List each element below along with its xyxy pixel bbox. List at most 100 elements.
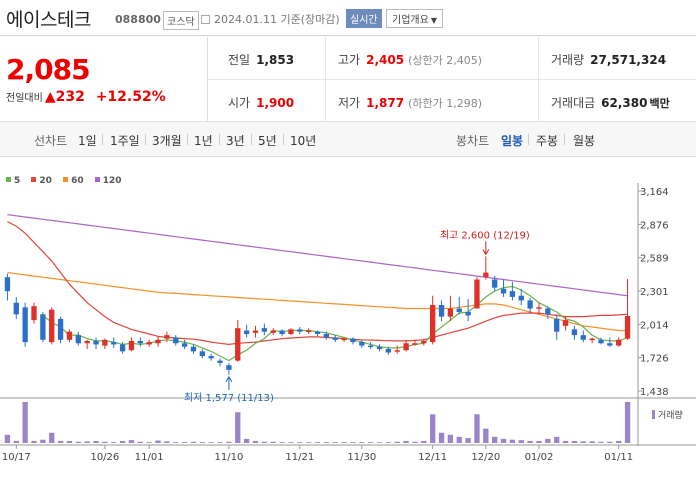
candle-body bbox=[261, 328, 268, 332]
candle-body bbox=[84, 340, 90, 344]
candle-body bbox=[173, 337, 179, 344]
volume-bar bbox=[57, 440, 64, 443]
candle-body bbox=[500, 288, 507, 294]
x-tick-label: 12/20 bbox=[471, 452, 500, 463]
candle-body bbox=[607, 343, 613, 346]
tab-monthly[interactable]: 월봉 bbox=[573, 134, 596, 148]
x-tick-label: 01/11 bbox=[604, 452, 633, 463]
volume-bar bbox=[518, 440, 524, 443]
volume-bar bbox=[616, 440, 622, 443]
candle-body bbox=[226, 365, 232, 370]
volume-bar bbox=[589, 441, 595, 443]
candle-body bbox=[217, 360, 223, 363]
candle-body bbox=[332, 337, 338, 340]
legend-ma5: 5 bbox=[6, 176, 20, 186]
up-arrow-icon: ▲ bbox=[44, 89, 56, 105]
candle-body bbox=[421, 340, 427, 344]
date-value: 2024.01.11 bbox=[214, 13, 277, 26]
price-panel: 2,085 전일대비 ▲232 +12.52% bbox=[0, 37, 208, 121]
volume-bar bbox=[119, 440, 126, 443]
volume-bar bbox=[394, 441, 400, 443]
candle-body bbox=[403, 343, 409, 351]
volume-bar bbox=[341, 442, 347, 443]
candle-body bbox=[181, 343, 188, 347]
candle-body bbox=[474, 279, 480, 309]
candle-body bbox=[438, 305, 445, 317]
realtime-button[interactable]: 실시간 bbox=[346, 9, 382, 28]
x-tick-label: 12/11 bbox=[418, 452, 447, 463]
tab-1w[interactable]: 1주일 bbox=[110, 134, 140, 148]
candle-body bbox=[252, 330, 259, 333]
stat-volume: 거래량 27,571,324 bbox=[551, 53, 667, 67]
volume-bar bbox=[297, 442, 303, 443]
low-annotation: 최저 1,577 (11/13) bbox=[184, 392, 274, 404]
volume-bar bbox=[217, 442, 223, 443]
volume-bar bbox=[226, 441, 232, 443]
legend-ma60: 60 bbox=[63, 176, 84, 186]
date-info: 2024.01.11 기준(장마감) bbox=[201, 11, 340, 27]
volume-bar bbox=[40, 439, 46, 443]
x-tick-label: 01/02 bbox=[525, 452, 554, 463]
candle-body bbox=[279, 330, 285, 334]
volume-bar bbox=[4, 434, 11, 443]
company-overview-button[interactable]: 기업개요 ▼ bbox=[386, 9, 443, 28]
volume-bar bbox=[492, 436, 498, 443]
tab-weekly[interactable]: 주봉 bbox=[536, 134, 559, 148]
candle-body bbox=[341, 338, 347, 341]
ma-legend: 5 20 60 120 bbox=[6, 176, 130, 186]
candle-body bbox=[554, 318, 560, 332]
volume-bar bbox=[31, 440, 37, 443]
legend-ma120: 120 bbox=[94, 176, 122, 186]
volume-bar bbox=[66, 440, 73, 443]
candle-body bbox=[305, 330, 312, 333]
tab-5y[interactable]: 5년 bbox=[258, 134, 277, 148]
date-suffix: 기준(장마감) bbox=[280, 13, 340, 26]
tab-daily[interactable]: 일봉 bbox=[501, 134, 524, 148]
candle-body bbox=[102, 339, 108, 346]
tab-3m[interactable]: 3개월 bbox=[152, 134, 182, 148]
volume-bar bbox=[84, 441, 90, 443]
tab-1d[interactable]: 1일 bbox=[78, 134, 97, 148]
candle-body bbox=[146, 342, 152, 345]
volume-bar bbox=[624, 402, 631, 443]
volume-bar bbox=[111, 442, 117, 443]
y-tick-label: 3,164 bbox=[640, 187, 669, 198]
volume-bar bbox=[314, 442, 321, 443]
x-tick-label: 11/21 bbox=[285, 452, 314, 463]
candle-body bbox=[40, 314, 46, 340]
volume-bar bbox=[128, 440, 135, 443]
tab-10y[interactable]: 10년 bbox=[290, 134, 317, 148]
volume-bar bbox=[235, 412, 241, 443]
volume-bar bbox=[430, 414, 436, 443]
volume-bar bbox=[75, 441, 81, 443]
candle-body bbox=[447, 308, 454, 317]
candle-body bbox=[394, 350, 400, 352]
company-overview-label: 기업개요 bbox=[392, 15, 429, 26]
volume-bar bbox=[146, 442, 152, 443]
volume-bar bbox=[474, 414, 480, 443]
stat-prev-close: 전일 1,853 bbox=[228, 53, 295, 67]
candle-body bbox=[527, 300, 533, 309]
candle-body bbox=[580, 335, 586, 340]
volume-bar bbox=[571, 440, 578, 443]
change-amount: 232 bbox=[55, 89, 85, 105]
volume-bar bbox=[598, 441, 604, 443]
candle-body bbox=[243, 330, 250, 334]
volume-bar bbox=[243, 438, 250, 443]
price-change: 전일대비 ▲232 +12.52% bbox=[6, 89, 166, 105]
candle-body bbox=[119, 344, 126, 352]
candle-body bbox=[509, 291, 516, 297]
volume-bar bbox=[500, 438, 507, 443]
candle-body bbox=[518, 295, 524, 301]
volume-bar bbox=[199, 442, 205, 443]
tab-3y[interactable]: 3년 bbox=[226, 134, 245, 148]
candle-body bbox=[190, 346, 197, 352]
calendar-icon bbox=[201, 15, 210, 24]
tab-1y[interactable]: 1년 bbox=[194, 134, 213, 148]
volume-bar bbox=[350, 442, 356, 443]
line-chart-label: 선차트 bbox=[34, 134, 68, 148]
volume-bar bbox=[607, 441, 613, 443]
high-marker-arrow bbox=[482, 249, 490, 256]
volume-bar bbox=[580, 441, 586, 443]
